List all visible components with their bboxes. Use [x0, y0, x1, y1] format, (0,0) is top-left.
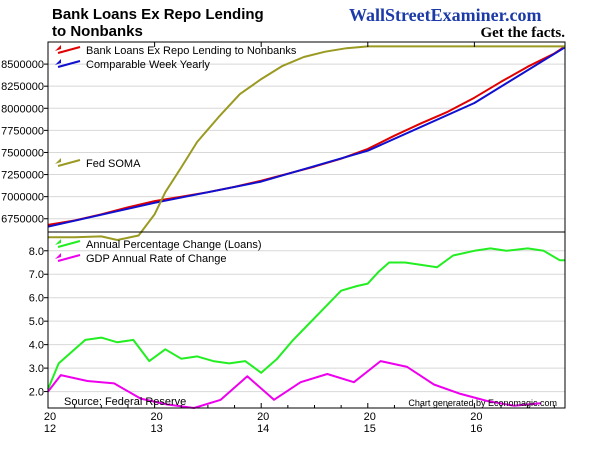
legend-label: Fed SOMA — [86, 158, 141, 170]
series-line-gdp-annual-rate-of-change — [47, 360, 541, 409]
x-tick-label-bottom: 15 — [364, 423, 376, 435]
y-tick-label: 7250000 — [1, 170, 44, 182]
bottom-panel: 2.0 3.0 4.0 5.0 6.0 7.0 8.0 Annual Percentage C… — [29, 231, 566, 409]
legend-label: Comparable Week Yearly — [86, 59, 210, 71]
legend-arrow-icon — [55, 59, 61, 65]
y-tick-label: 2.0 — [29, 387, 44, 399]
legend-swatch — [57, 240, 81, 248]
series-line-fed-soma — [48, 45, 565, 241]
series-line-comparable-week-yearly — [47, 46, 566, 228]
x-tick-label-top: 20 — [257, 411, 269, 423]
y-tick-label: 6750000 — [1, 214, 44, 226]
panel-frame — [47, 231, 566, 409]
x-tick-label-top: 20 — [470, 411, 482, 423]
legend-label: GDP Annual Rate of Change — [86, 253, 226, 265]
y-tick-label: 8.0 — [29, 246, 44, 258]
x-tick-label-bottom: 16 — [470, 423, 482, 435]
legend-label: Annual Percentage Change (Loans) — [86, 239, 262, 251]
x-tick-label-bottom: 13 — [150, 423, 162, 435]
top-panel: 6750000 7000000 7250000 7500000 7750000 80000… — [1, 41, 566, 241]
legend-arrow-icon — [55, 239, 61, 245]
source-note: Source: Federal Reserve — [64, 396, 186, 408]
legend-arrow-icon — [55, 45, 61, 51]
x-tick-label-top: 20 — [364, 411, 376, 423]
legend-arrow-icon — [55, 253, 61, 259]
generated-note: Chart generated by Economagic.com — [408, 398, 557, 408]
y-tick-label: 8500000 — [1, 59, 44, 71]
legend-swatch — [57, 159, 81, 167]
chart-title-line2: to Nonbanks — [52, 23, 143, 40]
legend-arrow-icon — [55, 158, 61, 164]
y-tick-label: 4.0 — [29, 340, 44, 352]
chart-title-line1: Bank Loans Ex Repo Lending — [52, 6, 264, 23]
legend-swatch — [57, 46, 81, 54]
y-tick-label: 7750000 — [1, 125, 44, 137]
legend-swatch — [57, 254, 81, 262]
y-tick-label: 6.0 — [29, 293, 44, 305]
brand-tagline: Get the facts. — [480, 25, 565, 41]
y-tick-label: 8250000 — [1, 81, 44, 93]
y-tick-label: 7000000 — [1, 192, 44, 204]
x-tick-label-top: 20 — [44, 411, 56, 423]
x-tick-label-bottom: 12 — [44, 423, 56, 435]
series-line-annual-percentage-change-loans — [47, 247, 565, 390]
x-tick-label-bottom: 14 — [257, 423, 269, 435]
y-tick-label: 5.0 — [29, 316, 44, 328]
brand-logo-text: WallStreetExaminer.com — [349, 5, 541, 25]
y-tick-label: 7500000 — [1, 147, 44, 159]
x-tick-label-top: 20 — [150, 411, 162, 423]
legend-label: Bank Loans Ex Repo Lending to Nonbanks — [86, 45, 297, 57]
y-tick-label: 3.0 — [29, 363, 44, 375]
legend-swatch — [57, 60, 81, 68]
series-line-bank-loans-ex-repo-lending-to-nonbanks — [47, 45, 566, 226]
y-tick-label: 7.0 — [29, 269, 44, 281]
y-tick-label: 8000000 — [1, 103, 44, 115]
